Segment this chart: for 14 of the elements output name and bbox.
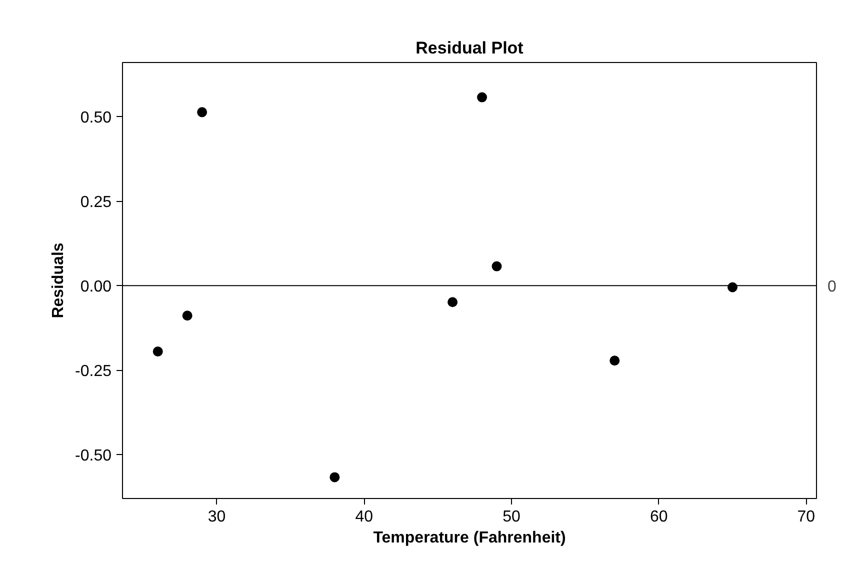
- x-tick-label: 60: [650, 508, 668, 526]
- y-tick-label: -0.25: [75, 363, 112, 380]
- y-tick-label: 0.00: [80, 278, 112, 296]
- y-tick-label: -0.50: [75, 448, 112, 465]
- chart-title: Residual Plot: [416, 38, 524, 58]
- x-tick-label: 30: [208, 508, 226, 526]
- y-tick-label: 0.25: [80, 194, 112, 212]
- x-tick-label: 70: [797, 508, 816, 526]
- x-axis-title: Temperature (Fahrenheit): [373, 530, 566, 546]
- ref-line-label: 0: [828, 278, 836, 296]
- y-axis-title: Residuals: [50, 242, 68, 318]
- x-tick-label: 50: [502, 508, 520, 526]
- x-tick-label: 40: [355, 508, 374, 526]
- y-tick-label: 0.50: [80, 110, 112, 127]
